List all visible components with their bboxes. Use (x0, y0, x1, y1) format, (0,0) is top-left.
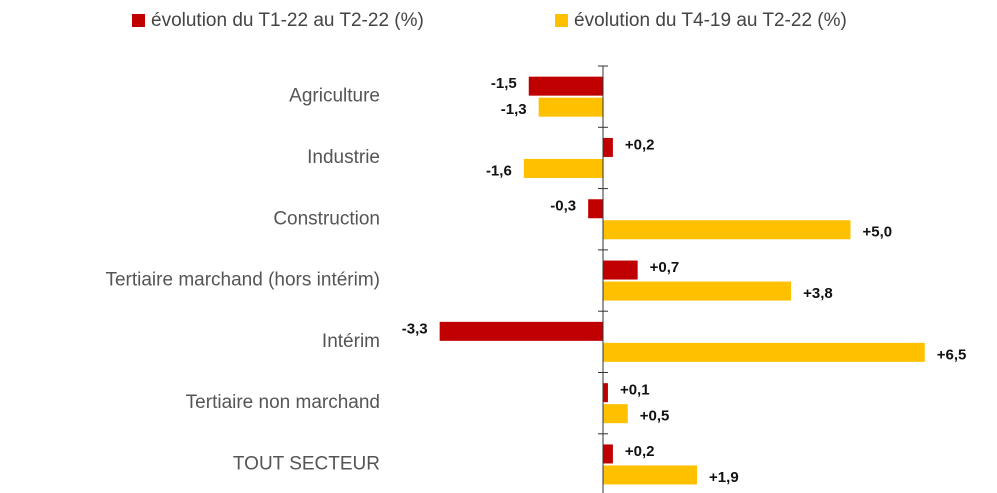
bar (603, 260, 638, 280)
category-label: Tertiaire non marchand (186, 392, 380, 413)
category-label: TOUT SECTEUR (233, 453, 380, 474)
legend-label: évolution du T4-19 au T2-22 (%) (574, 10, 847, 31)
bar (603, 342, 925, 362)
value-label: +0,2 (625, 136, 655, 153)
category-label: Industrie (307, 147, 380, 168)
value-label: -1,3 (501, 101, 527, 118)
value-label: +0,5 (640, 408, 670, 425)
bar (603, 383, 608, 403)
category-label: Agriculture (289, 86, 380, 107)
value-label: -0,3 (550, 198, 576, 215)
bar (603, 137, 613, 157)
value-label: -1,5 (491, 75, 517, 92)
bar (603, 444, 613, 464)
value-label: +3,8 (803, 285, 833, 302)
legend-swatch (555, 14, 568, 27)
bar (439, 321, 603, 341)
value-label: +1,9 (709, 469, 739, 486)
bar (603, 281, 792, 301)
bar (603, 404, 628, 424)
bar (523, 158, 603, 178)
bar (603, 220, 851, 240)
value-label: -3,3 (402, 320, 428, 337)
value-label: +0,2 (625, 443, 655, 460)
legend-swatch (132, 14, 145, 27)
category-label: Intérim (322, 331, 380, 352)
bar (538, 97, 603, 117)
value-label: -1,6 (486, 162, 512, 179)
value-label: +0,7 (650, 259, 680, 276)
value-label: +0,1 (620, 382, 650, 399)
value-label: +5,0 (863, 224, 893, 241)
legend-label: évolution du T1-22 au T2-22 (%) (151, 10, 424, 31)
value-label: +6,5 (937, 346, 967, 363)
category-label: Tertiaire marchand (hors intérim) (105, 270, 380, 291)
bar (588, 199, 603, 219)
bar (528, 76, 603, 96)
bar (603, 465, 698, 485)
category-label: Construction (273, 208, 380, 229)
